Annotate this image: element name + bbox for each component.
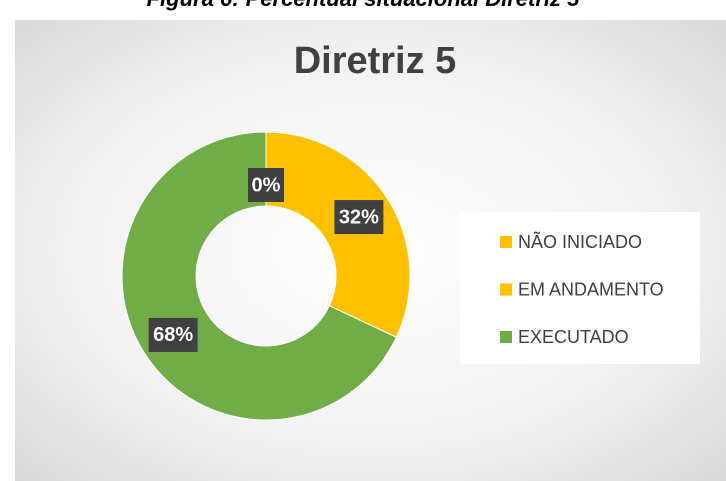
legend-swatch <box>500 236 512 248</box>
data-label: 68% <box>153 324 193 346</box>
data-label-box <box>148 317 198 352</box>
caption: Figura 6: Percentual situacional Diretri… <box>147 0 581 11</box>
legend-swatch <box>500 331 512 343</box>
legend-label: NÃO INICIADO <box>518 231 642 252</box>
legend-label: EM ANDAMENTO <box>518 279 664 299</box>
data-label: 32% <box>339 206 379 228</box>
chart-title: Diretriz 5 <box>294 40 457 82</box>
legend-swatch <box>500 283 512 296</box>
data-label-box <box>334 200 384 235</box>
data-label-box <box>248 168 284 202</box>
data-label: 0% <box>252 174 281 196</box>
doughnut-slice <box>265 131 411 338</box>
legend-label: EXECUTADO <box>518 327 629 347</box>
